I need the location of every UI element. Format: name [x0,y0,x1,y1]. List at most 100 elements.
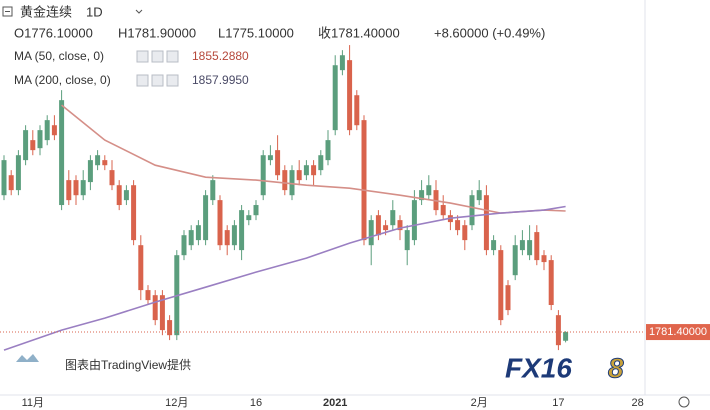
candle-body [152,295,158,321]
candle-body [397,220,403,231]
x-tick-label: 2021 [323,397,347,409]
watermark: 图表由TradingView提供 [65,357,191,372]
candle-body [224,230,230,246]
candle-body [491,240,497,251]
candle-body [419,190,425,201]
candle-body [145,290,151,301]
candle-body [275,150,281,176]
candle-body [541,255,547,263]
candle-body [375,215,381,236]
ohlc-high: H1781.90000 [118,25,196,40]
candle-body [87,160,93,183]
candle-body [469,195,475,226]
legend-value: 1857.9950 [192,73,249,87]
candle-body [505,285,511,311]
candle-body [383,225,389,231]
candle-body [318,155,324,171]
candle-body [426,185,432,196]
candle-body [253,205,259,216]
candle-body [519,240,525,251]
x-tick-label: 16 [250,397,262,409]
candle-body [404,230,410,251]
legend-button[interactable] [136,50,149,63]
legend-button[interactable] [166,74,179,87]
candle-body [123,190,129,201]
interval-chevron[interactable] [135,9,143,14]
candle-body [462,225,468,241]
candle-body [15,155,21,191]
interval[interactable]: 1D [86,4,103,19]
settings-icon[interactable] [678,396,690,408]
candle-body [361,120,367,241]
candle-body [483,195,489,251]
legend-name: MA (50, close, 0) [14,49,104,63]
candle-body [203,195,209,241]
candle-body [289,170,295,196]
symbol: 黄金连续 [20,4,72,19]
candle-body [231,225,237,246]
candle-body [95,155,101,166]
logo-text: FX16 [505,352,572,383]
candle-body [8,175,14,191]
candle-body [159,295,165,331]
candle-body [368,220,374,246]
candle-body [347,60,353,131]
candle-body [354,95,360,126]
ohlc-change: +8.60000 (+0.49%) [434,25,545,40]
candle-body [527,240,533,256]
candle-body [195,225,201,241]
candle-body [73,180,79,196]
collapse-icon[interactable] [2,6,13,17]
candle-body [66,180,72,201]
candle-body [138,245,144,291]
legend-button[interactable] [151,50,164,63]
candle-body [498,250,504,321]
candle-body [332,65,338,131]
candle-body [188,230,194,246]
x-tick-label: 12月 [165,397,188,409]
candle-body [109,170,115,186]
legend-value: 1855.2880 [192,49,249,63]
candle-body [217,200,223,246]
candle-body [239,210,245,251]
ohlc-low: L1775.10000 [218,25,294,40]
candle-body [30,140,36,151]
ohlc-close: 收1781.40000 [318,25,400,40]
tradingview-logo [16,354,39,362]
candle-body [44,120,50,141]
candle-body [390,210,396,226]
time-axis: 11月 12月 16 2021 2月 17 28 [22,397,644,409]
x-tick-label: 28 [631,397,643,409]
candle-body [23,130,29,161]
candle-body [534,232,540,261]
logo-eight: 8 [608,352,624,383]
legend-button[interactable] [151,74,164,87]
candle-body [102,160,108,166]
candle-body [512,245,518,276]
legend-name: MA (200, close, 0) [14,73,111,87]
candle-body [1,160,7,196]
candle-body [59,100,65,206]
candle-body [116,185,122,206]
candle-body [455,220,461,231]
candle-body [246,215,252,221]
candle-body [210,180,216,201]
candle-body [311,165,317,176]
candle-body [563,332,569,341]
candle-body [80,180,86,196]
candle-body [476,190,482,201]
candle-body [555,315,561,346]
candle-body [548,260,554,306]
x-tick-label: 2月 [471,397,488,409]
candle-body [303,165,309,176]
last-price-label: 1781.40000 [649,326,707,338]
last-price-box [646,324,710,341]
legend-button[interactable] [136,74,149,87]
legend-button[interactable] [166,50,179,63]
candle-body [260,155,266,196]
candle-body [296,170,302,181]
x-tick-label: 17 [552,397,564,409]
